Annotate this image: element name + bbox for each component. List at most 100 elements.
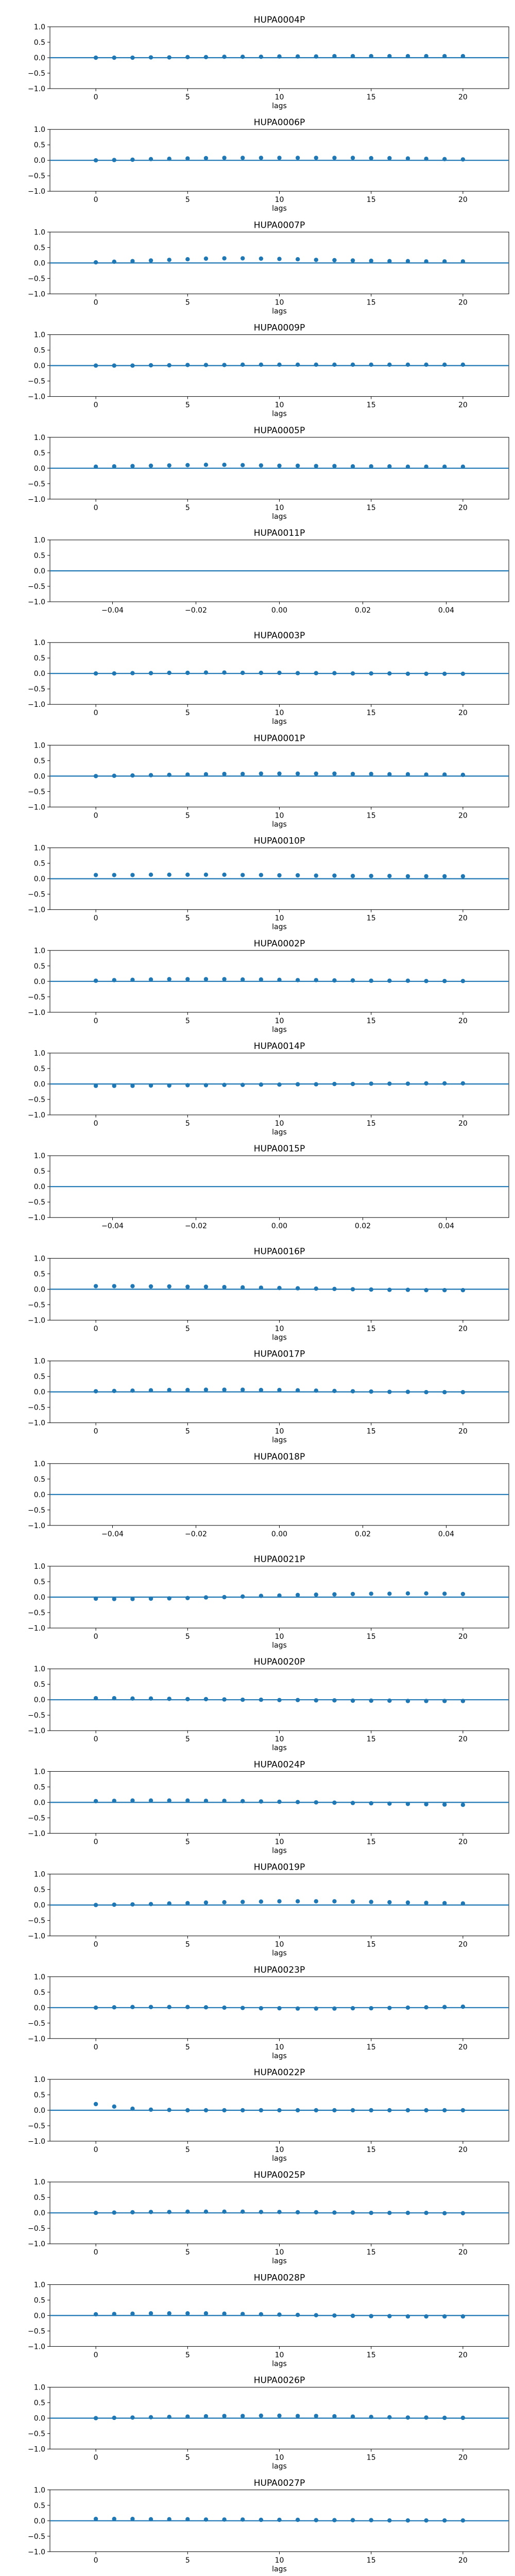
- acf-point: [203, 2414, 209, 2419]
- acf-point: [424, 2314, 428, 2319]
- acf-point: [185, 2311, 190, 2316]
- y-tick-label: −0.5: [28, 788, 45, 796]
- acf-point: [148, 872, 153, 877]
- chart-title: HUPA0022P: [254, 2067, 305, 2078]
- acf-point: [405, 1287, 410, 1292]
- acf-point: [442, 874, 447, 879]
- acf-point: [460, 157, 466, 162]
- acf-point: [369, 54, 373, 59]
- acf-point: [148, 157, 153, 161]
- acf-point: [112, 1597, 116, 1601]
- x-axis-label: lags: [272, 820, 287, 828]
- acf-point: [130, 671, 135, 675]
- acf-point: [241, 1594, 245, 1599]
- x-tick-label: 5: [185, 1017, 190, 1025]
- chart-title: HUPA0009P: [254, 323, 305, 333]
- acf-point: [387, 978, 392, 983]
- acf-point: [167, 463, 171, 468]
- x-tick-label: 15: [367, 1941, 376, 1949]
- acf-point: [222, 256, 227, 261]
- chart-title: HUPA0017P: [254, 1349, 305, 1360]
- y-tick-label: −0.5: [28, 1609, 45, 1617]
- x-axis-label: lags: [272, 1744, 287, 1752]
- x-tick-label: 5: [185, 2351, 190, 2359]
- x-tick-label: −0.02: [185, 606, 207, 615]
- acf-point: [332, 1592, 337, 1597]
- y-tick-label: −0.5: [28, 1711, 45, 1720]
- acf-point: [148, 1284, 153, 1289]
- acf-point: [185, 2108, 190, 2113]
- acf-point: [387, 1081, 392, 1086]
- acf-point: [277, 670, 282, 675]
- acf-point: [369, 1900, 373, 1904]
- acf-point: [405, 54, 410, 59]
- acf-point: [185, 2517, 190, 2521]
- acf-point: [332, 671, 337, 675]
- chart-title: HUPA0028P: [254, 2273, 305, 2283]
- acf-point: [241, 1900, 245, 1904]
- acf-point: [387, 671, 392, 676]
- y-tick-label: −0.5: [28, 685, 45, 693]
- x-tick-label: 15: [367, 1633, 376, 1641]
- x-tick-label: 5: [185, 298, 190, 307]
- acf-point: [222, 2414, 227, 2418]
- y-tick-label: −1.0: [28, 2035, 45, 2043]
- acf-point: [167, 363, 171, 368]
- acf-point: [203, 463, 209, 467]
- acf-point: [185, 257, 190, 262]
- x-tick-label: 5: [185, 709, 190, 717]
- x-tick-label: 20: [458, 401, 468, 410]
- acf-point: [93, 2102, 98, 2107]
- acf-point: [185, 463, 190, 467]
- acf-point: [442, 1802, 447, 1807]
- acf-point: [369, 1287, 373, 1292]
- acf-point: [460, 772, 466, 777]
- acf-point: [277, 771, 282, 776]
- acf-point: [277, 1698, 282, 1702]
- acf-point: [130, 1597, 135, 1601]
- y-tick-label: −0.5: [28, 480, 45, 488]
- acf-point: [350, 2313, 355, 2318]
- y-tick-label: −1.0: [28, 188, 45, 196]
- acf-point: [277, 1899, 282, 1904]
- acf-point: [112, 2210, 116, 2215]
- x-axis-label: lags: [272, 1026, 287, 1034]
- acf-point: [295, 1592, 300, 1597]
- x-tick-label: 10: [275, 2556, 284, 2565]
- acf-point: [369, 2006, 373, 2011]
- acf-point: [387, 464, 392, 469]
- acf-point: [314, 2006, 318, 2011]
- x-tick-label: 20: [458, 1941, 468, 1949]
- acf-point: [130, 1798, 135, 1803]
- y-tick-label: −1.0: [28, 1214, 45, 1222]
- acf-point: [241, 670, 245, 675]
- y-tick-label: 1.0: [34, 1665, 45, 1673]
- x-tick-label: 10: [275, 1633, 284, 1641]
- acf-point: [222, 1595, 227, 1600]
- y-tick-label: 1.0: [34, 844, 45, 853]
- acf-point: [460, 1803, 466, 1807]
- acf-point: [350, 156, 355, 160]
- y-tick-label: −0.5: [28, 172, 45, 180]
- acf-point: [314, 2313, 318, 2317]
- acf-point: [387, 156, 392, 161]
- acf-point: [387, 1801, 392, 1806]
- acf-point: [185, 156, 190, 161]
- acf-point: [259, 1799, 264, 1804]
- chart-title: HUPA0006P: [254, 117, 305, 128]
- y-tick-label: 1.0: [34, 434, 45, 442]
- acf-point: [460, 1390, 466, 1395]
- x-tick-label: 10: [275, 1941, 284, 1949]
- acf-point: [369, 259, 373, 263]
- x-tick-label: 10: [275, 709, 284, 717]
- x-tick-label: 15: [367, 401, 376, 410]
- acf-point: [167, 2108, 171, 2112]
- x-tick-label: 0: [94, 709, 98, 717]
- acf-point: [222, 2108, 227, 2113]
- x-tick-label: 20: [458, 298, 468, 307]
- acf-point: [167, 157, 171, 161]
- acf-point: [112, 873, 116, 877]
- x-tick-label: 15: [367, 196, 376, 204]
- y-tick-label: −1.0: [28, 1111, 45, 1120]
- acf-point: [424, 2415, 428, 2420]
